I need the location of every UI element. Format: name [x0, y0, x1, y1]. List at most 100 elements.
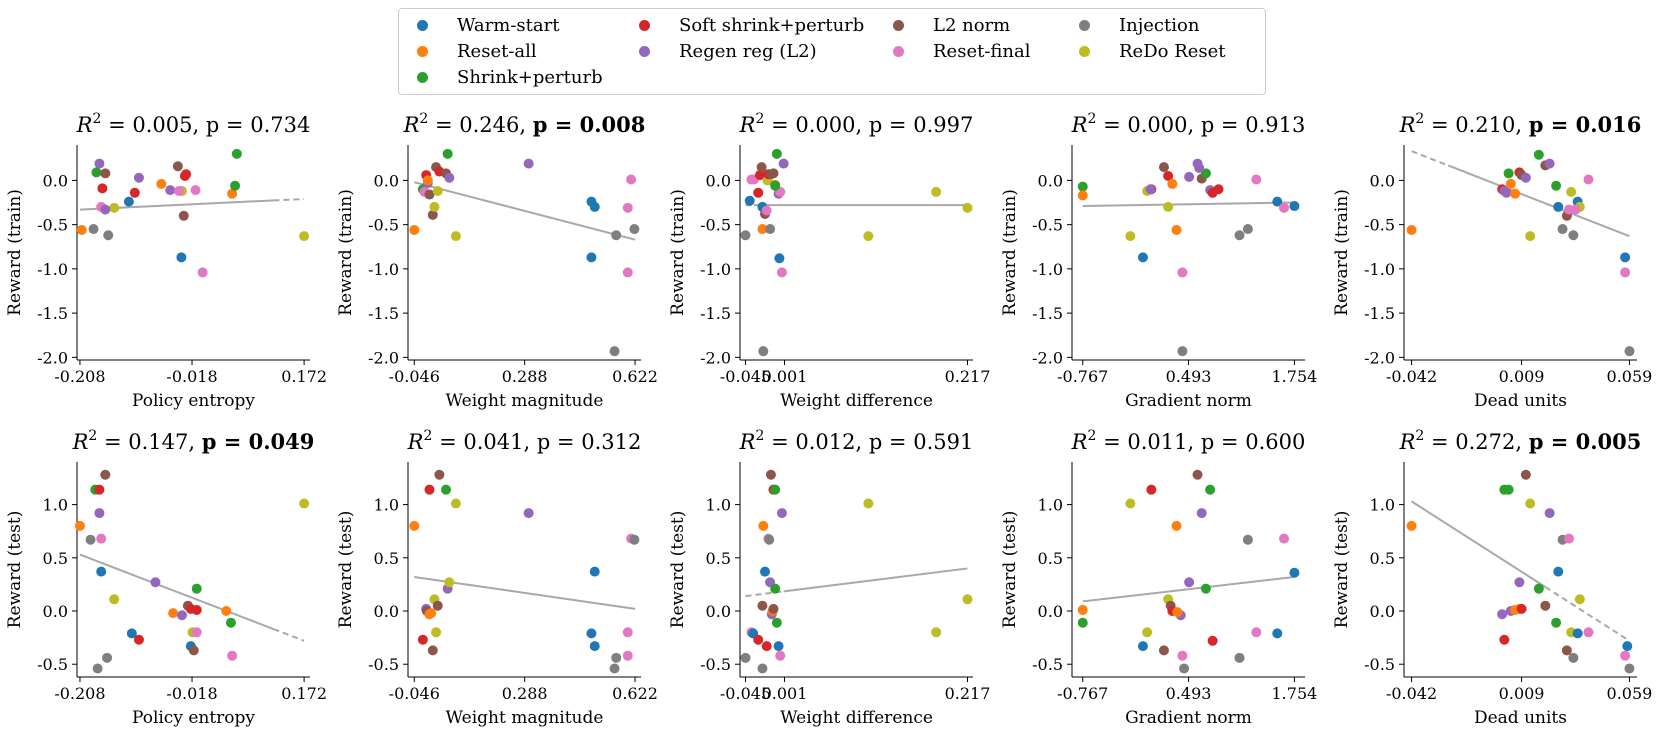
data-point [1561, 645, 1572, 656]
x-tick-label: -0.042 [1386, 684, 1437, 703]
data-point [761, 205, 772, 216]
legend-label: Reset-all [457, 40, 537, 62]
data-point [622, 202, 633, 213]
x-tick-label: 0.059 [1607, 684, 1653, 703]
data-point [431, 627, 442, 638]
legend-item: Warm-start [417, 12, 559, 38]
y-tick-label: 0.5 [1038, 549, 1063, 568]
data-point [1570, 204, 1581, 215]
subplot: -2.0 -1.5 -1.0 -0.5 0.0 -0.046 0.288 0.622 Weigh… [336, 111, 658, 411]
data-point [231, 148, 242, 159]
fit-line [1082, 575, 1295, 603]
data-point [863, 231, 874, 242]
data-point [770, 484, 781, 495]
data-point [757, 663, 768, 674]
y-tick-label: 1.0 [706, 496, 731, 515]
data-point [771, 148, 782, 159]
data-point [1077, 181, 1088, 192]
data-point [1142, 627, 1153, 638]
subplot-title: R2 = 0.041, p = 0.312 [407, 428, 642, 454]
legend-item: Reset-all [417, 38, 537, 64]
y-tick-label: -1.5 [368, 304, 399, 323]
data-point [225, 617, 236, 628]
subplot-title: R2 = 0.210, p = 0.016 [1399, 111, 1642, 137]
x-axis-label: Weight magnitude [446, 708, 604, 728]
data-point [1505, 178, 1516, 189]
y-tick-label: -0.5 [368, 655, 399, 674]
data-point [1497, 609, 1508, 620]
data-point [1192, 469, 1203, 480]
data-point [1234, 652, 1245, 663]
y-tick-label: -2.0 [700, 348, 731, 367]
y-tick-label: -0.5 [700, 655, 731, 674]
legend-item: L2 norm [893, 12, 1010, 38]
data-point [109, 594, 120, 605]
data-point [1572, 628, 1583, 639]
data-point [92, 663, 103, 674]
y-tick-label: 1.0 [1038, 496, 1063, 515]
data-point [778, 158, 789, 169]
data-point [1525, 231, 1536, 242]
data-point [765, 224, 776, 235]
y-tick-label: -0.5 [700, 216, 731, 235]
y-tick-label: 0.5 [43, 549, 68, 568]
y-tick-label: -1.0 [1032, 260, 1063, 279]
x-tick-label: 0.493 [1166, 684, 1212, 703]
data-point [1272, 628, 1283, 639]
fit-line-extension [1544, 586, 1630, 642]
data-point [1200, 168, 1211, 179]
data-point [227, 650, 238, 661]
data-point [1551, 180, 1562, 191]
data-point [776, 508, 787, 519]
data-point [744, 195, 755, 206]
data-point [429, 201, 440, 212]
y-tick-label: -1.5 [1364, 304, 1395, 323]
y-axis-label: Reward (train) [1000, 189, 1020, 316]
data-point [123, 196, 134, 207]
data-point [1568, 652, 1579, 663]
data-point [775, 650, 786, 661]
data-point [1272, 196, 1283, 207]
data-point [100, 168, 111, 179]
data-point [1553, 566, 1564, 577]
data-point [622, 267, 633, 278]
data-point [432, 186, 443, 197]
data-point [1200, 583, 1211, 594]
data-point [188, 645, 199, 656]
data-point [1171, 224, 1182, 235]
subplot-title: R2 = 0.011, p = 0.600 [1071, 428, 1306, 454]
y-tick-label: 0.0 [374, 602, 399, 621]
data-point [96, 533, 107, 544]
data-point [422, 175, 433, 186]
data-point [1564, 533, 1575, 544]
data-point [931, 186, 942, 197]
data-point [768, 603, 779, 614]
data-point [1583, 627, 1594, 638]
x-tick-label: -0.046 [389, 367, 440, 386]
subplot-title: R2 = 0.246, p = 0.008 [403, 111, 646, 137]
data-point [758, 520, 769, 531]
data-point [133, 172, 144, 183]
data-point [1251, 174, 1262, 185]
data-point [409, 520, 420, 531]
y-axis-label: Reward (test) [668, 511, 688, 629]
legend-label: ReDo Reset [1119, 40, 1226, 62]
data-point [1620, 252, 1631, 263]
data-point [1279, 202, 1290, 213]
data-point [102, 652, 113, 663]
y-tick-label: 0.5 [706, 549, 731, 568]
data-point [759, 566, 770, 577]
data-point [1622, 641, 1633, 652]
y-tick-label: 0.0 [374, 171, 399, 190]
data-point [1205, 484, 1216, 495]
y-tick-label: -1.0 [37, 260, 68, 279]
subplot: -0.5 0.0 0.5 1.0 -0.767 0.493 1.754 Gradient no… [1000, 428, 1317, 728]
x-tick-label: 0.288 [502, 684, 548, 703]
x-axis-label: Policy entropy [132, 391, 255, 411]
subplot-title: R2 = 0.147, p = 0.049 [72, 428, 315, 454]
data-point [753, 187, 764, 198]
legend-item: Injection [1079, 12, 1199, 38]
data-point [191, 604, 202, 615]
data-point [1520, 469, 1531, 480]
data-point [1503, 484, 1514, 495]
